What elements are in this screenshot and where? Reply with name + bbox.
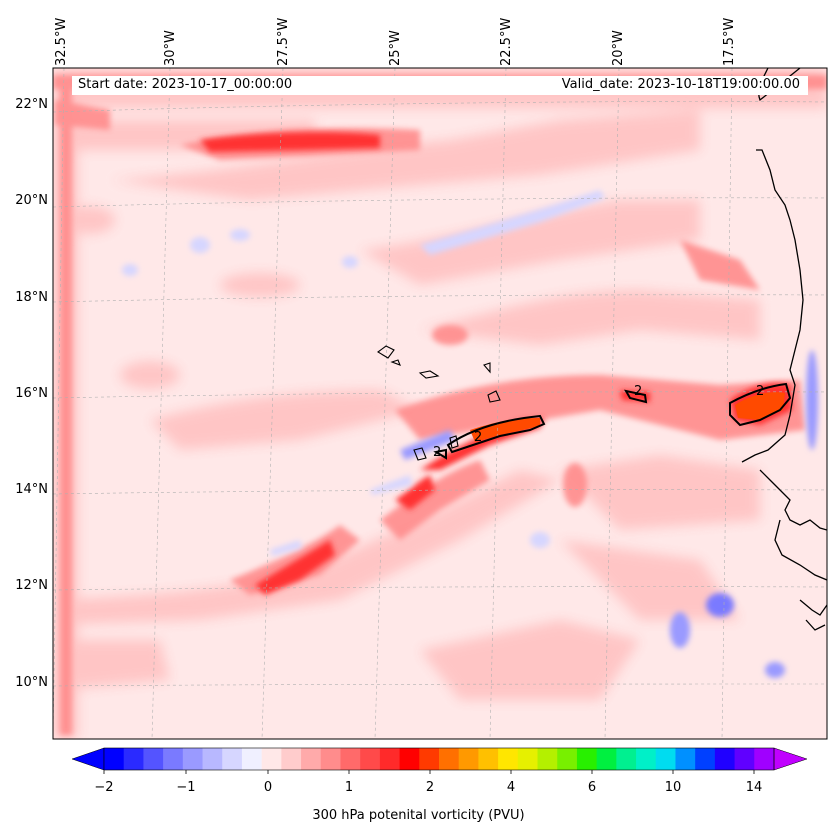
colorbar-segment [419, 748, 440, 770]
colorbar-segment [616, 748, 637, 770]
colorbar-segment [498, 748, 519, 770]
colorbar-segment [301, 748, 322, 770]
colorbar-segment [399, 748, 420, 770]
colorbar-segment [695, 748, 716, 770]
valid-date-label: Valid_date: 2023-10-18T19:00:00.00 [561, 77, 800, 92]
colorbar-segment [517, 748, 539, 770]
map-border [52, 67, 828, 740]
colorbar-outline [103, 747, 775, 771]
lon-label: 32.5°W [54, 17, 69, 66]
contour-2pvu [433, 382, 792, 460]
colorbar-segment [675, 748, 696, 770]
lat-label: 22°N [15, 97, 48, 112]
colorbar-segment [478, 748, 499, 770]
contour-label: 2 [634, 384, 643, 399]
colorbar-segment [143, 748, 164, 770]
colorbar-segment [202, 748, 223, 770]
colorbar-tick-label: 0 [263, 780, 273, 795]
colorbar-segment [655, 748, 676, 770]
colorbar-tick-label: 1 [344, 780, 354, 795]
colorbar-segment [576, 748, 598, 770]
contour-label: 2 [474, 430, 483, 445]
lat-label: 14°N [15, 482, 48, 497]
lon-label: 20°W [611, 30, 626, 66]
colorbar-segment [241, 748, 263, 770]
colorbar-tick-label: −2 [94, 780, 114, 795]
colorbar-tick-label: 10 [664, 780, 682, 795]
cabo-verde-islands [377, 345, 501, 461]
gridlines [53, 68, 827, 739]
colorbar-tick-label: 14 [745, 780, 763, 795]
colorbar-segment [439, 748, 460, 770]
colorbar-segment [754, 748, 775, 770]
colorbar-segment [458, 748, 479, 770]
lon-label: 22.5°W [499, 17, 514, 66]
lat-label: 12°N [15, 578, 48, 593]
lon-label: 27.5°W [276, 17, 291, 66]
lon-label: 30°W [163, 30, 178, 66]
colorbar-tick-label: 4 [506, 780, 516, 795]
lon-label: 25°W [388, 30, 403, 66]
lat-label: 16°N [15, 386, 48, 401]
colorbar-segment [596, 748, 617, 770]
colorbar-tick-label: −1 [176, 780, 196, 795]
colorbar-arrow-max [773, 747, 808, 771]
colorbar-segment [320, 748, 341, 770]
colorbar-segment [222, 748, 243, 770]
contour-label: 2 [433, 445, 442, 460]
colorbar-segment [714, 748, 736, 770]
colorbar-segment [104, 748, 125, 770]
colorbar-tick-label: 6 [587, 780, 597, 795]
lat-label: 18°N [15, 290, 48, 305]
colorbar-tick-label: 2 [425, 780, 435, 795]
colorbar-segment [636, 748, 657, 770]
date-box: Start date: 2023-10-17_00:00:00 Valid_da… [72, 76, 808, 95]
colorbar-title: 300 hPa potenital vorticity (PVU) [312, 808, 525, 823]
lat-label: 10°N [15, 675, 48, 690]
colorbar-arrow-min [71, 747, 105, 771]
blue-areas [122, 190, 818, 678]
colorbar-segment [261, 748, 282, 770]
colorbar-segment [537, 748, 558, 770]
colorbar-segment [557, 748, 578, 770]
colorbar-segment [379, 748, 401, 770]
colorbar-segment [182, 748, 204, 770]
colorbar-segment [123, 748, 144, 770]
contour-label: 2 [756, 384, 765, 399]
colorbar-segment [360, 748, 381, 770]
pv-field [53, 68, 827, 739]
colorbar-segment [734, 748, 755, 770]
colorbar-segment [163, 748, 184, 770]
lat-label: 20°N [15, 193, 48, 208]
lon-label: 17.5°W [722, 17, 737, 66]
colorbar [71, 747, 808, 774]
light-red-areas [53, 68, 827, 739]
colorbar-segment [281, 748, 302, 770]
colorbar-segment [340, 748, 361, 770]
start-date-label: Start date: 2023-10-17_00:00:00 [78, 77, 293, 92]
